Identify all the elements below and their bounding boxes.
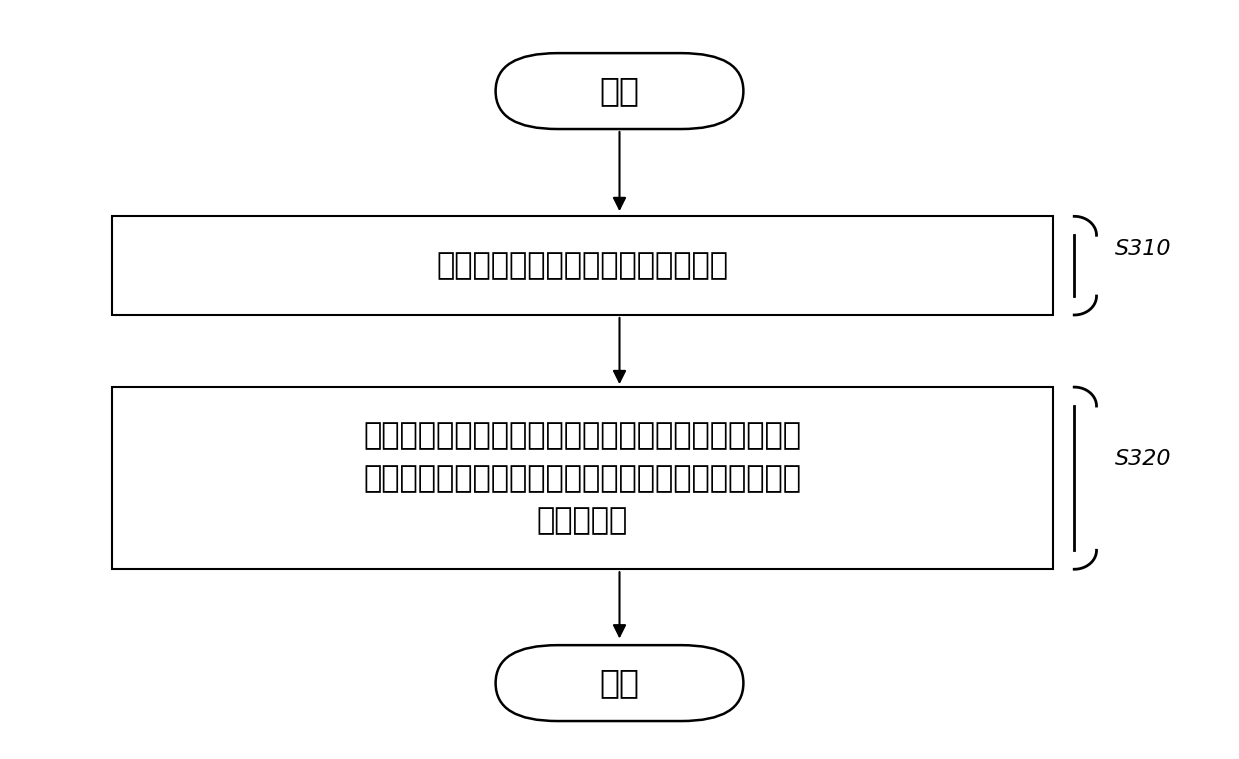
Text: 结束: 结束 — [600, 666, 639, 700]
Text: 确定用户环境图像的图像亮度标准差: 确定用户环境图像的图像亮度标准差 — [436, 251, 729, 280]
Text: S310: S310 — [1115, 239, 1172, 259]
Text: S320: S320 — [1115, 449, 1172, 469]
Text: 开始: 开始 — [600, 74, 639, 108]
Bar — [112, 387, 1053, 569]
FancyBboxPatch shape — [496, 645, 743, 721]
Text: 如果所述图像亮度标准差小于预设的图像亮度标准差阈
値，则利用伽马变换算法，对所述用户环境图像进行图
像增强处理: 如果所述图像亮度标准差小于预设的图像亮度标准差阈 値，则利用伽马变换算法，对所述… — [363, 421, 802, 535]
Bar — [112, 216, 1053, 315]
FancyBboxPatch shape — [496, 53, 743, 129]
